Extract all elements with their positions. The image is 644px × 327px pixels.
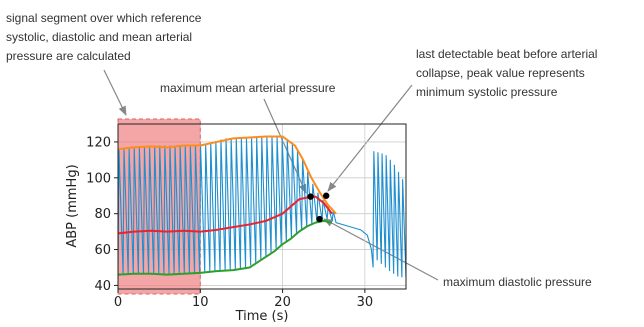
annotation-reference-segment: signal segment over which reference syst… [6,11,205,63]
annotation-last-beat: last detectable beat before arterial col… [416,47,601,99]
series-systolic-envelope [118,135,337,215]
y-tick-label: 40 [94,279,111,294]
y-tick-label: 100 [86,171,111,186]
x-axis-ticks: 0 10 20 30 [114,289,373,310]
arrow-reference-segment [103,69,127,116]
x-tick-label: 10 [192,295,209,310]
annotation-max-diastolic: maximum diastolic pressure [443,275,592,289]
marker-minimum-systolic-pressure [322,192,330,199]
series-diastolic-envelope [118,219,333,276]
x-axis-label: Time (s) [235,309,289,324]
x-tick-label: 0 [114,295,122,310]
y-axis-ticks: 40 60 80 100 120 [86,135,118,294]
y-tick-label: 60 [94,243,111,258]
arrow-last-beat [327,84,413,192]
annotation-max-mean: maximum mean arterial pressure [160,81,336,95]
marker-maximum-mean-arterial-pressure [307,193,314,200]
y-axis-label: ABP (mmHg) [65,164,80,247]
plot-markers [307,192,330,223]
x-tick-label: 20 [274,295,291,310]
x-tick-label: 30 [357,295,374,310]
y-tick-label: 80 [94,207,111,222]
plot-frame [117,123,407,290]
y-tick-label: 120 [86,135,111,150]
marker-maximum-diastolic-pressure [316,215,323,223]
arrow-max-mean [263,98,307,194]
